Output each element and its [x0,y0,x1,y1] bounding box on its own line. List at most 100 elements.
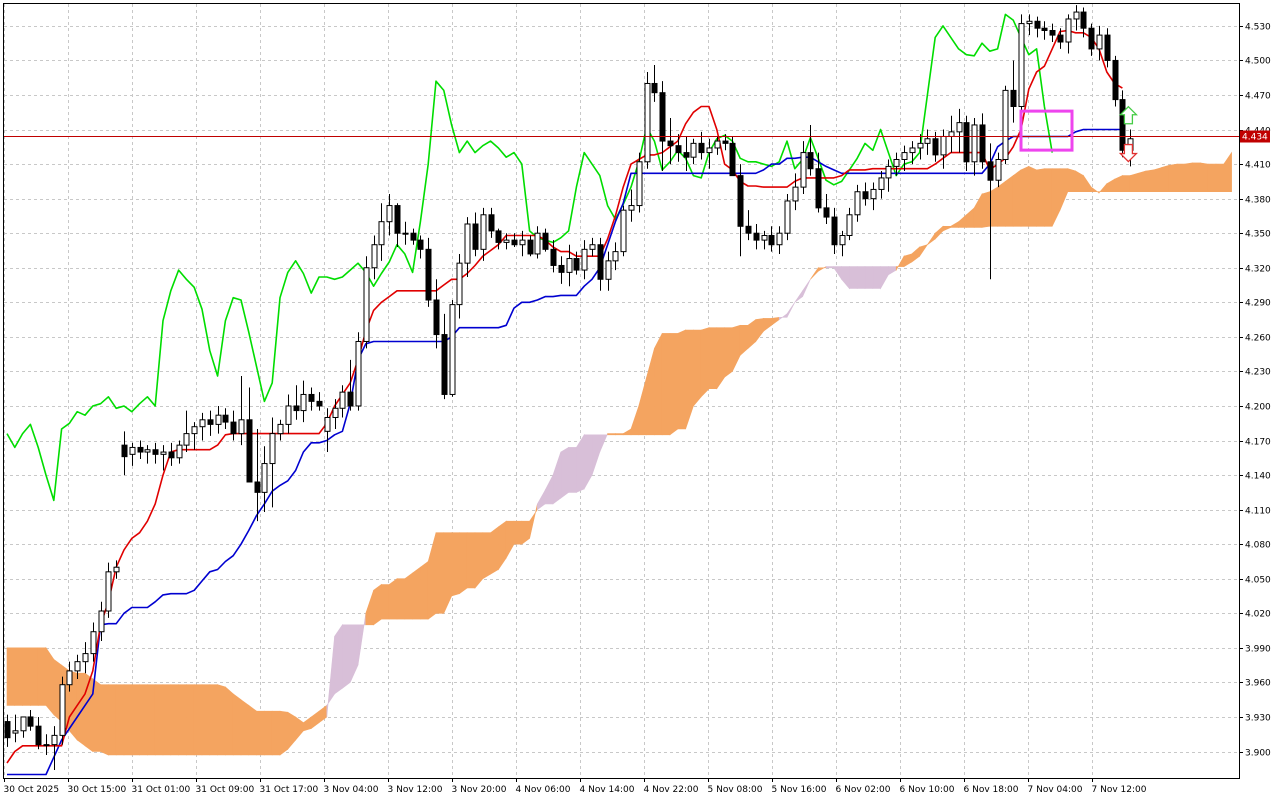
candle-body [1018,23,1025,108]
candle [503,233,510,250]
candle-body [1096,34,1103,50]
candle [144,445,151,464]
kumo-segment [154,684,164,756]
candle-body [386,205,393,223]
candle [612,242,619,271]
kumo-segment [919,244,929,258]
candle [636,152,643,213]
candle [98,601,105,641]
kumo-segment [981,191,991,228]
candle-body [1057,34,1064,43]
candle [199,412,206,441]
candle [285,394,292,434]
candle [745,210,752,241]
candle [1065,14,1072,54]
kumo-segment [1137,170,1147,192]
candle [683,136,690,172]
y-tick-label: 4.050 [1245,576,1271,586]
x-tick-label: 6 Nov 18:00 [964,785,1019,795]
candle-body [675,145,682,154]
candle-body [566,258,573,273]
candle-body [573,258,580,271]
x-tick-label: 31 Oct 09:00 [196,785,255,795]
kumo-segment [849,266,858,289]
candle-body [924,138,931,144]
candle [113,560,120,579]
candle [573,251,580,275]
candle-body [917,142,924,149]
candle-body [542,232,549,250]
candle-body [261,463,268,493]
candle [488,207,495,238]
candle [753,223,760,250]
candle-body [597,244,604,280]
candle [800,141,807,195]
candle-body [66,670,73,686]
candle-body [987,161,994,181]
candle [160,445,167,471]
kumo-segment [1161,164,1170,192]
candle-body [1034,20,1041,29]
x-tick-label: 6 Nov 02:00 [836,785,891,795]
candle-body [722,140,729,144]
candle-body [893,158,900,167]
kumo-segment [100,684,109,756]
candle-body [971,124,978,163]
x-tick-label: 4 Nov 14:00 [580,785,635,795]
candle [230,410,237,441]
candle-body [285,405,292,425]
kumo-segment [1176,163,1186,192]
kumo-segment [30,647,39,706]
candle [222,408,229,430]
candle-body [885,165,892,179]
kumo-segment [193,684,203,756]
candle [261,446,268,512]
y-tick-label: 3.990 [1245,645,1271,655]
candle-body [222,414,229,423]
candle [176,440,183,464]
candle [893,152,900,176]
kumo-segment [1223,151,1232,192]
candle [35,716,42,750]
kumo-cloud [6,151,1232,756]
arrow-up-icon [1118,105,1138,125]
kumo-segment [209,684,218,756]
candle [995,152,1002,188]
candle [43,734,50,755]
candle-body [901,152,908,160]
candle [807,124,814,176]
candle [987,143,994,280]
candle-body [878,177,885,190]
candle [737,164,744,257]
kumo-segment [178,684,187,756]
kumo-segment [802,279,811,297]
candle-body [308,393,315,402]
candle-body [854,191,861,216]
kumo-segment [217,684,226,756]
candle-body [1002,89,1009,160]
candle-body [745,225,752,234]
candle-body [527,239,534,255]
candle-body [870,188,877,200]
candle [332,399,339,430]
x-tick-label: 5 Nov 08:00 [708,785,763,795]
candle [550,240,557,273]
candle [66,661,73,692]
candle [1057,28,1064,49]
candle [495,228,502,250]
kumo-segment [1215,163,1225,192]
candle [870,182,877,211]
candle-body [550,248,557,266]
candle-body [394,205,401,234]
candle [534,226,541,259]
candle-body [784,200,791,234]
kumo-segment [108,684,117,756]
kumo-segment [45,646,55,716]
kumo-segment [396,578,406,620]
candle-body [480,214,487,250]
y-tick-label: 4.410 [1245,161,1271,171]
candle [846,207,853,241]
candle-body [316,400,323,407]
candle-body [215,414,222,425]
